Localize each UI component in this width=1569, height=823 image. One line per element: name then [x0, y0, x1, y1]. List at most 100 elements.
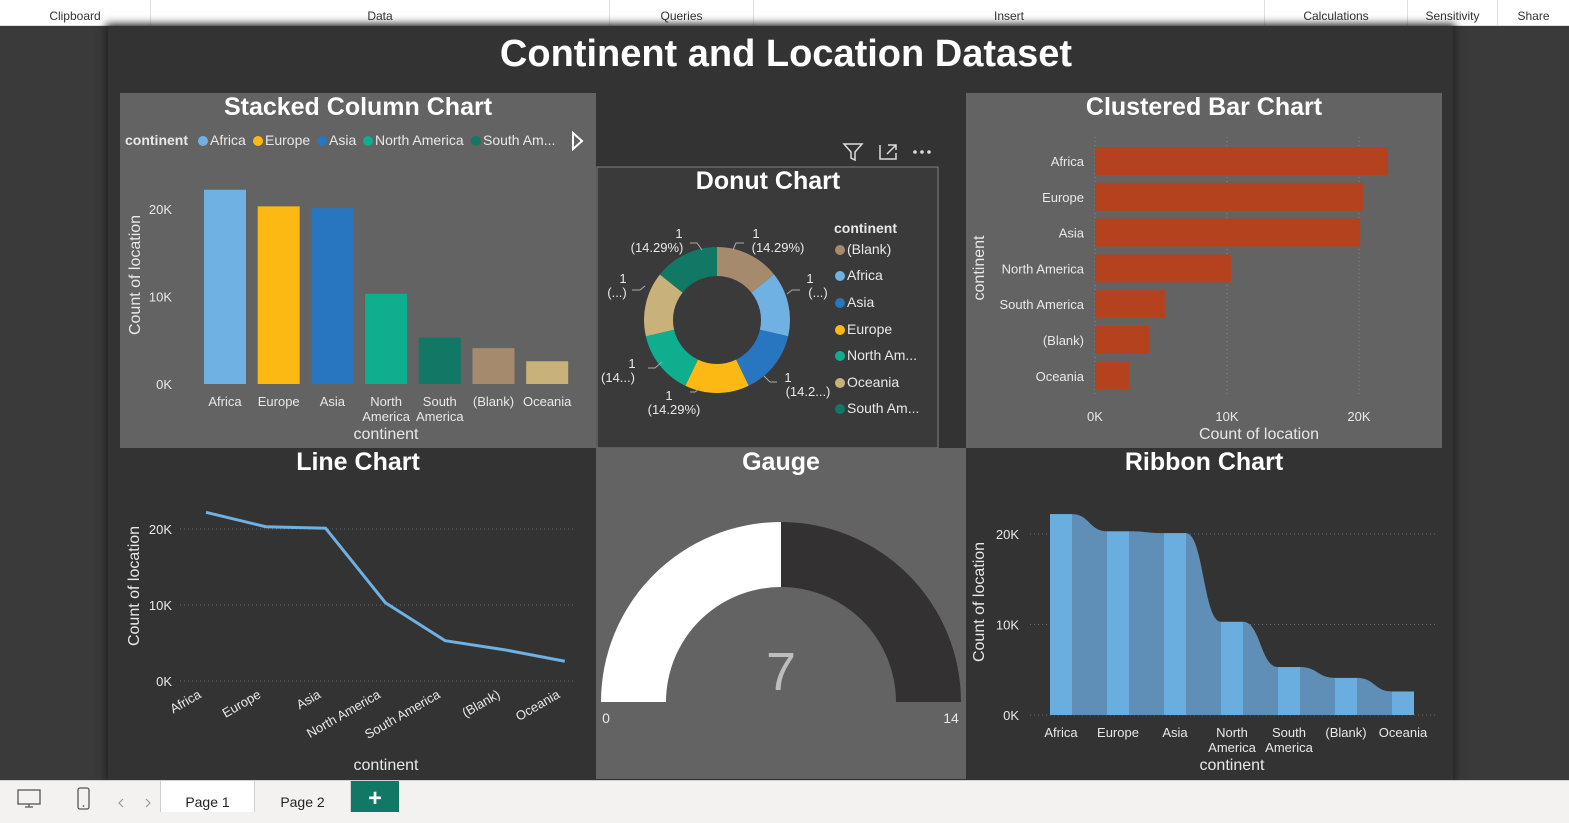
ribbon-x-tick: Oceania	[1379, 725, 1428, 740]
donut-legend-label-africa: Africa	[847, 267, 883, 283]
donut-legend-dot-africa	[835, 271, 845, 281]
clustered-bar[interactable]	[1095, 361, 1130, 390]
donut-slice[interactable]	[736, 329, 789, 386]
line-y-tick: 0K	[156, 674, 172, 689]
ribbon-band[interactable]	[1164, 533, 1186, 715]
clustered-bar[interactable]	[1095, 147, 1389, 175]
stacked-column-bar[interactable]	[365, 293, 408, 384]
more-options-icon[interactable]	[913, 150, 931, 154]
ribbon-group-share[interactable]: Share	[1517, 9, 1550, 23]
stacked-x-tick: Europe	[258, 394, 300, 409]
ribbon-x-tick: North	[1216, 725, 1248, 740]
desktop-view-icon[interactable]	[17, 789, 41, 808]
donut-slice[interactable]	[717, 247, 775, 293]
stacked-column-bar[interactable]	[257, 206, 300, 384]
donut-data-labels: 1 (14.29%) 1 (...) 1 (14.2...) 1 (14.29%…	[601, 226, 830, 417]
ribbon-flow[interactable]	[1243, 621, 1278, 715]
donut-legend-dot-asia	[835, 298, 845, 308]
donut-legend-label-north-america: North Am...	[847, 347, 917, 363]
stacked-x-tick: America	[416, 409, 464, 424]
page-tab-bar: Page 1 Page 2 +	[0, 780, 1569, 812]
stacked-x-tick: Africa	[208, 394, 242, 409]
ribbon-band[interactable]	[1107, 531, 1129, 715]
stacked-column-title: Stacked Column Chart	[224, 93, 493, 121]
legend-label-south-america: South Am...	[483, 132, 555, 148]
ribbon-group-queries[interactable]: Queries	[610, 0, 754, 25]
donut-label-value: 1	[619, 271, 626, 286]
prev-page-icon[interactable]	[118, 798, 124, 808]
line-series[interactable]	[205, 510, 566, 663]
focus-mode-icon[interactable]	[879, 144, 897, 160]
clustered-bar[interactable]	[1095, 326, 1150, 354]
ribbon-band[interactable]	[1221, 621, 1243, 715]
ribbon-flow[interactable]	[1357, 677, 1392, 715]
stacked-column-bar[interactable]	[526, 361, 569, 384]
ribbon-y-tick: 10K	[996, 618, 1019, 633]
donut-label-value: 1	[665, 388, 672, 403]
stacked-legend-title: continent	[125, 132, 188, 148]
tab-page-1[interactable]: Page 1	[160, 781, 255, 812]
bar-y-tick: Asia	[1059, 226, 1085, 241]
ribbon-band[interactable]	[1335, 677, 1357, 715]
stacked-column-bar[interactable]	[311, 208, 354, 384]
stacked-x-tick: North	[370, 394, 402, 409]
clustered-bar[interactable]	[1095, 290, 1165, 319]
visual-header-icons	[842, 143, 931, 162]
donut-legend-dot-north-america	[835, 351, 845, 361]
donut-legend-label-oceania: Oceania	[847, 374, 899, 390]
legend-label-north-america: North America	[375, 132, 464, 148]
ribbon-band[interactable]	[1392, 691, 1414, 715]
legend-dot-africa	[198, 136, 208, 146]
add-page-button[interactable]: +	[351, 781, 399, 812]
stacked-x-tick: Asia	[320, 394, 346, 409]
view-controls	[17, 787, 151, 810]
gauge-plot	[601, 522, 961, 702]
tab-page-2[interactable]: Page 2	[254, 781, 351, 812]
line-x-tick: Europe	[219, 687, 263, 721]
ribbon-band[interactable]	[1278, 667, 1300, 715]
stacked-column-bar[interactable]	[418, 337, 461, 384]
gauge-value: 7	[766, 642, 796, 702]
donut-legend-dot-oceania	[835, 378, 845, 388]
filter-icon[interactable]	[842, 143, 864, 162]
donut-slice[interactable]	[685, 359, 749, 393]
ribbon-flow[interactable]	[1072, 514, 1107, 715]
line-x-tick: Asia	[294, 686, 324, 712]
gauge-title: Gauge	[742, 448, 820, 476]
gauge-value-arc[interactable]	[601, 522, 781, 702]
line-x-tick: Africa	[167, 686, 204, 716]
gauge-remaining-arc[interactable]	[781, 522, 961, 702]
stacked-x-axis-label: continent	[354, 426, 419, 443]
ribbon-flow[interactable]	[1186, 533, 1221, 715]
donut-title: Donut Chart	[696, 167, 841, 195]
bar-x-tick: 10K	[1215, 409, 1238, 424]
ribbon-x-axis-label: continent	[1200, 757, 1265, 774]
legend-dot-asia	[317, 136, 327, 146]
ribbon-group-sensitivity[interactable]: Sensitivity	[1408, 0, 1498, 25]
ribbon-group-calculations[interactable]: Calculations	[1265, 0, 1408, 25]
clustered-bar[interactable]	[1095, 218, 1361, 247]
ribbon-group-data[interactable]: Data	[151, 0, 610, 25]
clustered-bar[interactable]	[1095, 254, 1231, 283]
donut-slice[interactable]	[644, 274, 683, 337]
stacked-column-panel[interactable]	[120, 93, 596, 448]
ribbon-flow[interactable]	[1129, 531, 1164, 715]
ribbon-band[interactable]	[1050, 514, 1072, 715]
report-title: Continent and Location Dataset	[500, 33, 1072, 75]
next-page-icon[interactable]	[145, 798, 151, 808]
ribbon-group-clipboard[interactable]: Clipboard	[0, 0, 151, 25]
donut-slice[interactable]	[751, 274, 790, 337]
donut-slice[interactable]	[645, 329, 698, 386]
donut-slice[interactable]	[659, 247, 717, 293]
mobile-view-icon[interactable]	[77, 787, 90, 810]
stacked-column-bar[interactable]	[472, 348, 515, 384]
ribbon-group-insert[interactable]: Insert	[754, 0, 1265, 25]
stacked-column-bar[interactable]	[204, 189, 246, 384]
clustered-bar[interactable]	[1095, 182, 1363, 211]
ribbon-x-tick: America	[1208, 740, 1256, 755]
ribbon-flow[interactable]	[1300, 667, 1335, 715]
legend-next-arrow-icon[interactable]	[572, 130, 584, 152]
ribbon-x-tick: South	[1272, 725, 1306, 740]
